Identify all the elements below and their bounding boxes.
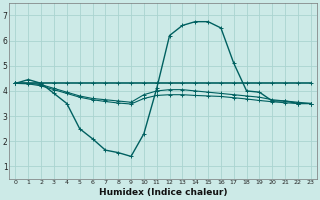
X-axis label: Humidex (Indice chaleur): Humidex (Indice chaleur): [99, 188, 228, 197]
